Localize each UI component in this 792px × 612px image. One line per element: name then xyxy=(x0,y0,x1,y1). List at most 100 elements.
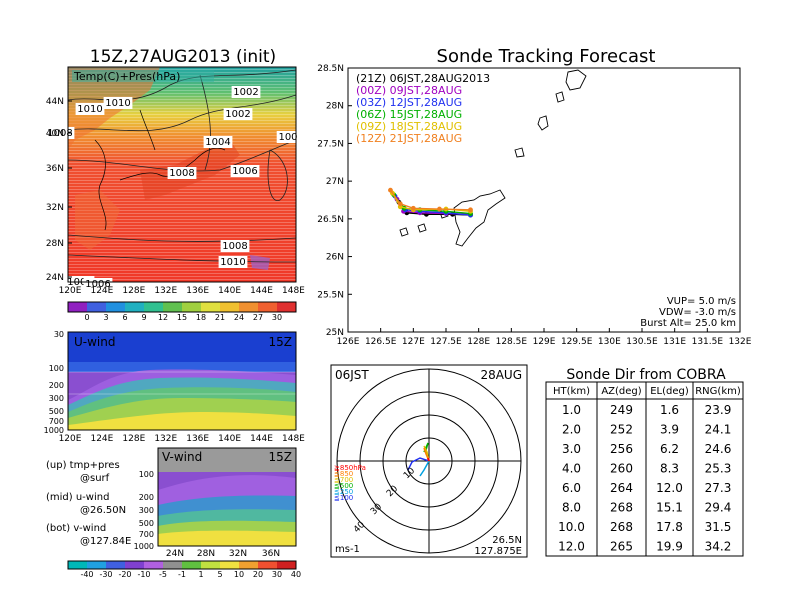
colorbar-swatch xyxy=(220,302,239,312)
polar-plot xyxy=(330,364,528,558)
polar-level-label: ≦700 xyxy=(334,476,353,484)
track-lat-tick: 25.5N xyxy=(317,290,344,300)
isobar-label: 1010 xyxy=(77,104,102,115)
isobar-label-bg xyxy=(231,86,261,98)
temp-lon-tick: 120E xyxy=(59,286,82,296)
wind-colorbar-label: 5 xyxy=(217,570,222,579)
wind-colorbar-label: -10 xyxy=(137,570,150,579)
uwind-pres-tick: 100 xyxy=(49,364,64,373)
table-cell: 1.6 xyxy=(660,403,679,417)
colorbar-swatch xyxy=(125,302,144,312)
table-cell: 15.1 xyxy=(656,501,683,515)
colorbar-swatch xyxy=(68,302,87,312)
table-cell: 264 xyxy=(610,481,633,495)
temp-map-frame xyxy=(67,66,297,283)
table-cell: 23.9 xyxy=(705,403,732,417)
track-info-line: VUP= 5.0 m/s xyxy=(667,296,736,307)
isobar-label-bg xyxy=(203,136,233,148)
wind-colorbar-label: -30 xyxy=(99,570,112,579)
track-lon-tick: 130E xyxy=(598,337,621,347)
temp-lon-tick: 144E xyxy=(250,286,273,296)
track-lon-tick: 128E xyxy=(467,337,490,347)
isobar-label: 1006 xyxy=(232,166,257,177)
vwind-pres-tick: 500 xyxy=(139,519,154,528)
track-lon-tick: 132E xyxy=(729,337,752,347)
wind-colorbar-label: 40 xyxy=(291,570,301,579)
tracking-title: Sonde Tracking Forecast xyxy=(437,46,656,67)
track-point xyxy=(437,206,442,212)
isobar-label: 1008 xyxy=(169,168,194,179)
wind-colorbar-label: 10 xyxy=(234,570,244,579)
table-cell: 268 xyxy=(610,501,633,515)
temp-colorbar: 0 3 6 9 12 15 18 21 24 27 30 xyxy=(67,301,297,322)
wind-colorbar: -40 -30 -20 -10 -5 -1 1 5 10 20 30 40 xyxy=(67,560,301,579)
table-title: Sonde Dir from COBRA xyxy=(566,367,726,383)
table-cell: 3.9 xyxy=(660,423,679,437)
track-point xyxy=(388,187,393,193)
temp-lat-tick: 32N xyxy=(46,203,64,213)
colorbar-swatch xyxy=(277,561,296,569)
colorbar-swatch xyxy=(182,561,201,569)
track-point xyxy=(397,201,403,207)
table-header: AZ(deg) xyxy=(601,386,641,397)
temp-lon-tick: 140E xyxy=(218,286,241,296)
vwind-pres-tick: 200 xyxy=(139,493,154,502)
table-cell: 260 xyxy=(610,462,633,476)
polar-lat: 26.5N xyxy=(492,535,522,546)
uwind-lon-tick: 144E xyxy=(250,434,273,444)
isobar-label: 1008 xyxy=(47,128,72,139)
temp-lat-tick: 24N xyxy=(46,273,64,283)
temp-colorbar-label: 3 xyxy=(103,313,108,322)
table-cell: 249 xyxy=(610,403,633,417)
table-header: HT(km) xyxy=(553,386,590,397)
temp-lon-tick: 136E xyxy=(186,286,209,296)
vwind-pres-tick: 1000 xyxy=(134,542,154,551)
colorbar-swatch xyxy=(125,561,144,569)
vwind-title: V-wind xyxy=(162,450,202,464)
table-cell: 256 xyxy=(610,442,633,456)
colorbar-swatch xyxy=(258,561,277,569)
isobar-label: 1002 xyxy=(225,109,250,120)
wind-colorbar-label: 1 xyxy=(198,570,203,579)
temp-lat-tick: 36N xyxy=(46,164,64,174)
table-cell: 268 xyxy=(610,520,633,534)
table-cell: 4.0 xyxy=(562,462,581,476)
colorbar-swatch xyxy=(144,302,163,312)
isobar-label: 1002 xyxy=(233,87,258,98)
legend-line: @26.50N xyxy=(80,505,126,516)
colorbar-swatch xyxy=(163,302,182,312)
colorbar-swatch xyxy=(258,302,277,312)
uwind-pres-tick: 1000 xyxy=(44,426,64,435)
wind-colorbar-label: -5 xyxy=(159,570,167,579)
table-cell: 10.0 xyxy=(558,520,585,534)
table-cell: 12.0 xyxy=(656,481,683,495)
track-lat-tick: 27N xyxy=(326,177,344,187)
track-lon-tick: 126E xyxy=(337,337,360,347)
table-cell: 29.4 xyxy=(705,501,732,515)
isobar-label: 1008 xyxy=(222,241,247,252)
uwind-lon-tick: 120E xyxy=(59,434,82,444)
colorbar-swatch xyxy=(239,561,258,569)
colorbar-swatch xyxy=(277,302,296,312)
colorbar-swatch xyxy=(239,302,258,312)
temp-colorbar-label: 24 xyxy=(234,313,244,322)
table-cell: 6.0 xyxy=(562,481,581,495)
temp-lat-tick: 44N xyxy=(46,97,64,107)
track-lon-tick: 129.5E xyxy=(561,337,593,347)
temp-lon-tick: 124E xyxy=(90,286,113,296)
isobar-label-bg xyxy=(45,127,75,139)
uwind-pres-tick: 300 xyxy=(49,394,64,403)
track-lat-tick: 26N xyxy=(326,253,344,263)
table-cell: 24.6 xyxy=(705,442,732,456)
colorbar-swatch xyxy=(106,561,125,569)
vwind-lat-tick: 24N xyxy=(166,549,184,559)
table-cell: 2.0 xyxy=(562,423,581,437)
temp-map-label: Temp(C)+Pres(hPa) xyxy=(73,70,180,83)
track-legend-item: (06Z) 15JST,28AUG xyxy=(356,108,462,121)
table-cell: 27.3 xyxy=(705,481,732,495)
track-lat-tick: 28.5N xyxy=(317,64,344,74)
isobar-label-bg xyxy=(220,240,250,252)
vwind-lat-tick: 32N xyxy=(229,549,247,559)
track-lon-tick: 127E xyxy=(402,337,425,347)
